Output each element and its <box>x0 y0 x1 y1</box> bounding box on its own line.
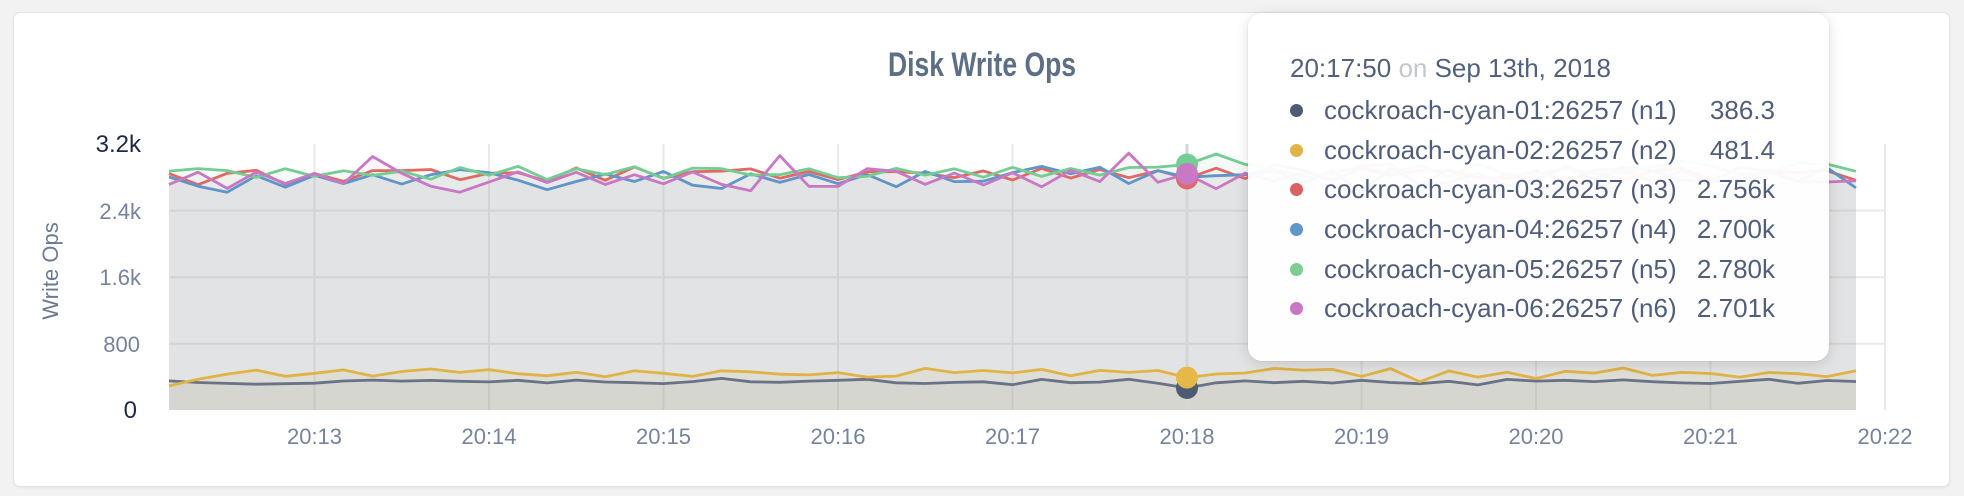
svg-text:20:19: 20:19 <box>1334 424 1389 449</box>
svg-text:20:16: 20:16 <box>810 424 865 449</box>
svg-text:20:21: 20:21 <box>1683 424 1738 449</box>
svg-text:20:22: 20:22 <box>1857 424 1912 449</box>
svg-text:800: 800 <box>103 332 140 357</box>
svg-text:20:15: 20:15 <box>636 424 691 449</box>
svg-text:0: 0 <box>124 397 137 424</box>
svg-text:20:18: 20:18 <box>1159 424 1214 449</box>
svg-text:20:20: 20:20 <box>1508 424 1563 449</box>
svg-text:Disk Write Ops: Disk Write Ops <box>888 46 1076 84</box>
svg-text:1.6k: 1.6k <box>99 265 142 290</box>
svg-text:20:17: 20:17 <box>985 424 1040 449</box>
svg-text:Write Ops: Write Ops <box>38 222 63 319</box>
svg-text:20:13: 20:13 <box>287 424 342 449</box>
svg-text:2.4k: 2.4k <box>99 199 142 224</box>
svg-text:3.2k: 3.2k <box>96 131 142 158</box>
svg-text:20:14: 20:14 <box>461 424 516 449</box>
